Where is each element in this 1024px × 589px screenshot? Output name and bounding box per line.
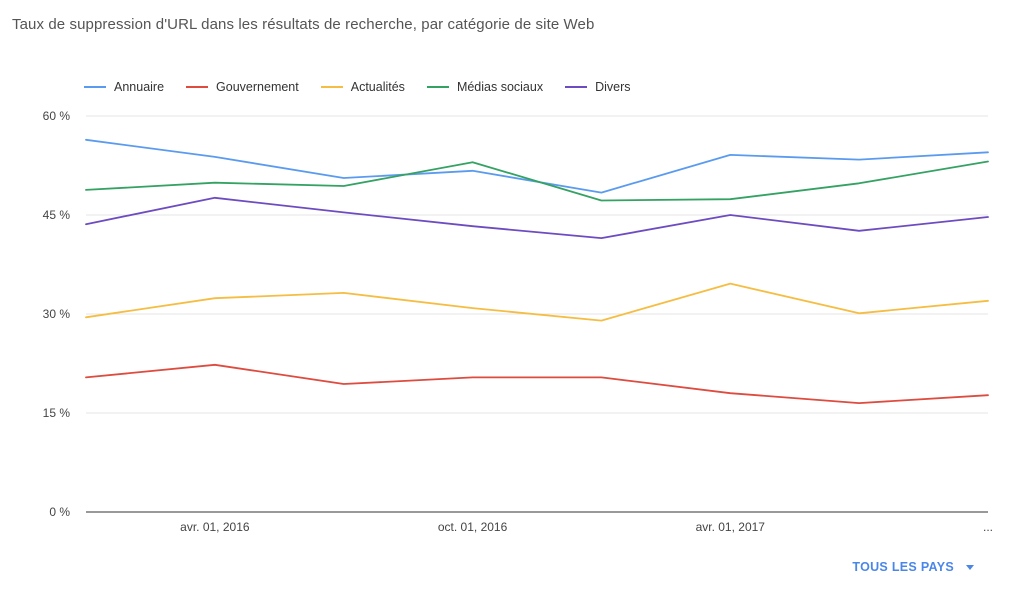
- legend-swatch: [426, 86, 449, 88]
- legend-item-divers[interactable]: Divers: [565, 80, 631, 94]
- legend-label: Gouvernement: [216, 80, 299, 94]
- legend-item-actualites[interactable]: Actualités: [320, 80, 405, 94]
- x-tick-label: ...: [983, 520, 993, 534]
- legend-swatch: [84, 86, 106, 88]
- x-tick-label: avr. 01, 2017: [696, 520, 766, 534]
- y-tick-label: 60 %: [43, 109, 71, 123]
- country-filter-label: TOUS LES PAYS: [852, 560, 954, 574]
- series-line-actualit-s: [85, 282, 989, 322]
- chart-legend: Annuaire Gouvernement Actualités Médias …: [84, 80, 653, 94]
- chart-title: Taux de suppression d'URL dans les résul…: [12, 16, 595, 33]
- legend-label: Actualités: [350, 80, 405, 94]
- y-tick-label: 15 %: [43, 406, 71, 420]
- legend-swatch: [320, 86, 343, 88]
- legend-item-annuaire[interactable]: Annuaire: [84, 80, 164, 94]
- legend-label: Médias sociaux: [456, 80, 544, 94]
- y-tick-label: 0 %: [49, 505, 70, 519]
- y-tick-label: 45 %: [43, 208, 71, 222]
- caret-down-icon: [966, 564, 974, 570]
- series-line-gouvernement: [85, 363, 989, 405]
- legend-label: Annuaire: [114, 80, 165, 94]
- series-line-divers: [85, 196, 989, 240]
- series-line-m-dias-sociaux: [85, 160, 989, 202]
- legend-item-gouvernement[interactable]: Gouvernement: [186, 80, 299, 94]
- legend-swatch: [186, 86, 209, 88]
- x-tick-label: avr. 01, 2016: [180, 520, 250, 534]
- legend-label: Divers: [595, 80, 631, 94]
- legend-item-medias-sociaux[interactable]: Médias sociaux: [426, 80, 544, 94]
- y-tick-label: 30 %: [43, 307, 71, 321]
- country-filter-dropdown[interactable]: TOUS LES PAYS: [852, 560, 974, 574]
- legend-swatch: [565, 86, 588, 88]
- x-tick-label: oct. 01, 2016: [438, 520, 508, 534]
